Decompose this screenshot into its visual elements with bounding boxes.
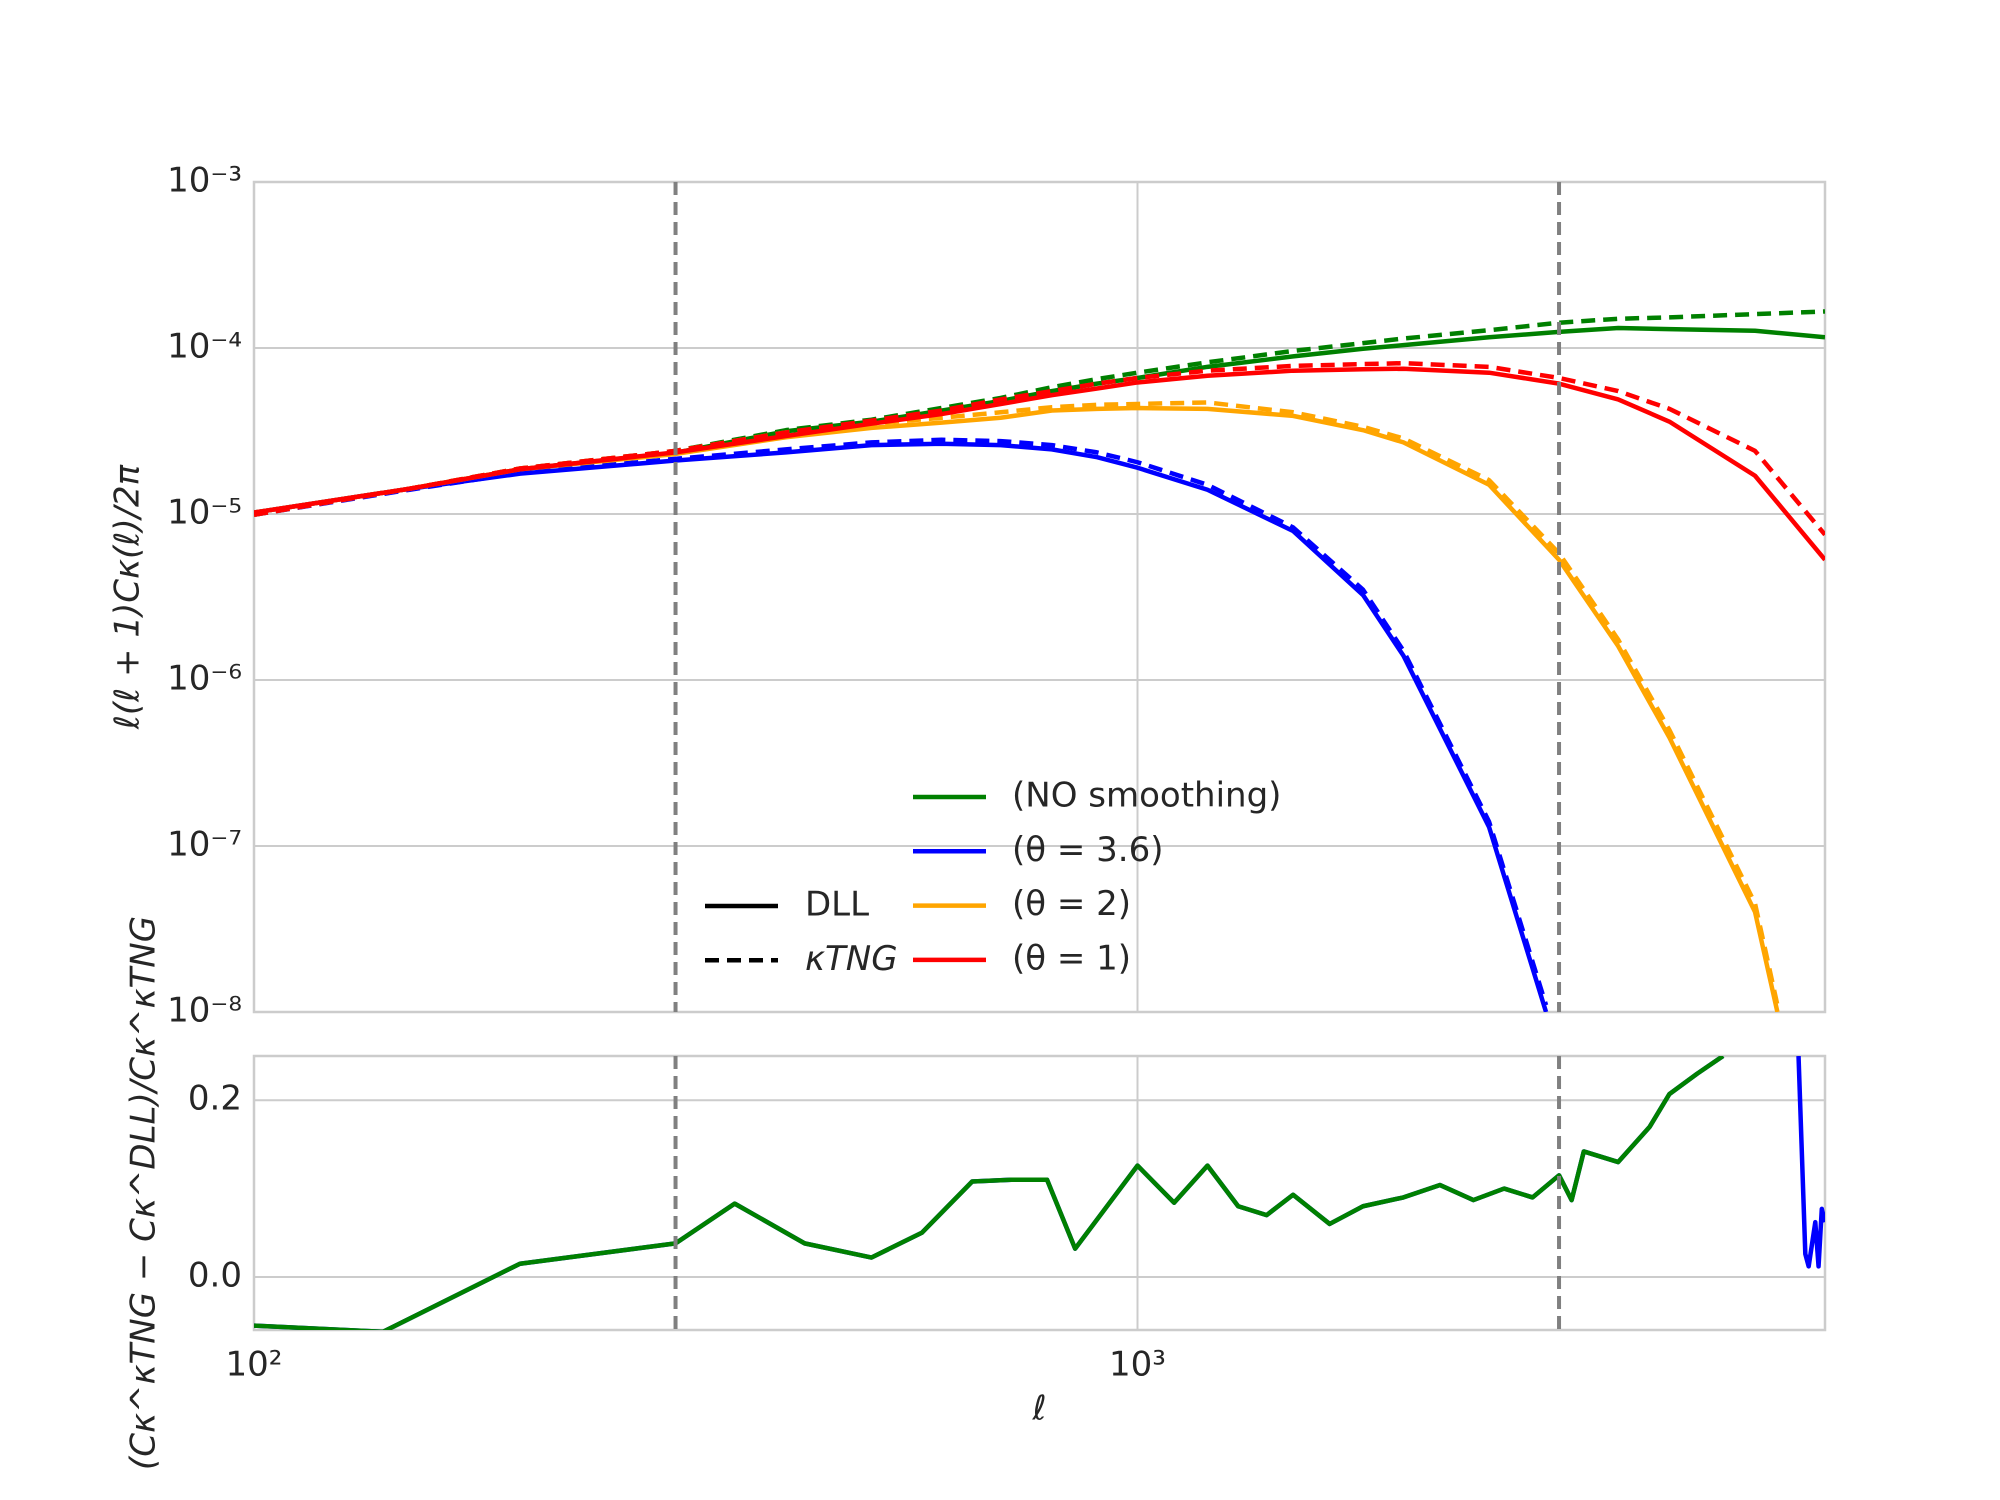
plot-frame [252, 1054, 1827, 1332]
y-tick-label: 10⁻⁸ [167, 991, 242, 1031]
plot-area [254, 1056, 1825, 1330]
y-tick-label: 10⁻⁶ [167, 659, 242, 699]
series-line [254, 437, 1549, 1006]
series-line [254, 1056, 1725, 1330]
series-line [254, 360, 1825, 537]
legend-label: (θ = 1) [1012, 938, 1131, 978]
series-line [254, 1056, 1825, 1330]
legend-label: (θ = 3.6) [1012, 830, 1164, 870]
legend-label: DLL [805, 885, 869, 925]
legend-label: (θ = 2) [1012, 884, 1131, 924]
plot-frame [252, 180, 1827, 1014]
y-tick-label: 10⁻⁴ [167, 327, 242, 367]
x-tick-label: 10² [226, 1345, 283, 1385]
plot-area [254, 309, 1825, 1012]
y-tick-label: 0.0 [188, 1255, 242, 1295]
legend-label: (NO smoothing) [1012, 776, 1281, 816]
y-tick-label: 10⁻⁷ [167, 825, 242, 865]
legend-label: κTNG [805, 939, 898, 979]
y-axis-label: ℓ(ℓ + 1)Cκ(ℓ)/2π [108, 464, 148, 730]
series-line [254, 366, 1825, 562]
series-line [254, 441, 1549, 1012]
x-tick-label: 10³ [1109, 1345, 1166, 1385]
y-tick-label: 0.2 [188, 1079, 242, 1119]
y-axis-label: (Cκ^κTNG − Cκ^DLL)/Cκ^κTNG [124, 916, 164, 1470]
series-line [254, 325, 1825, 515]
y-tick-label: 10⁻⁵ [167, 493, 242, 533]
x-axis-label: ℓ [1031, 1389, 1046, 1429]
y-tick-label: 10⁻³ [167, 161, 242, 201]
